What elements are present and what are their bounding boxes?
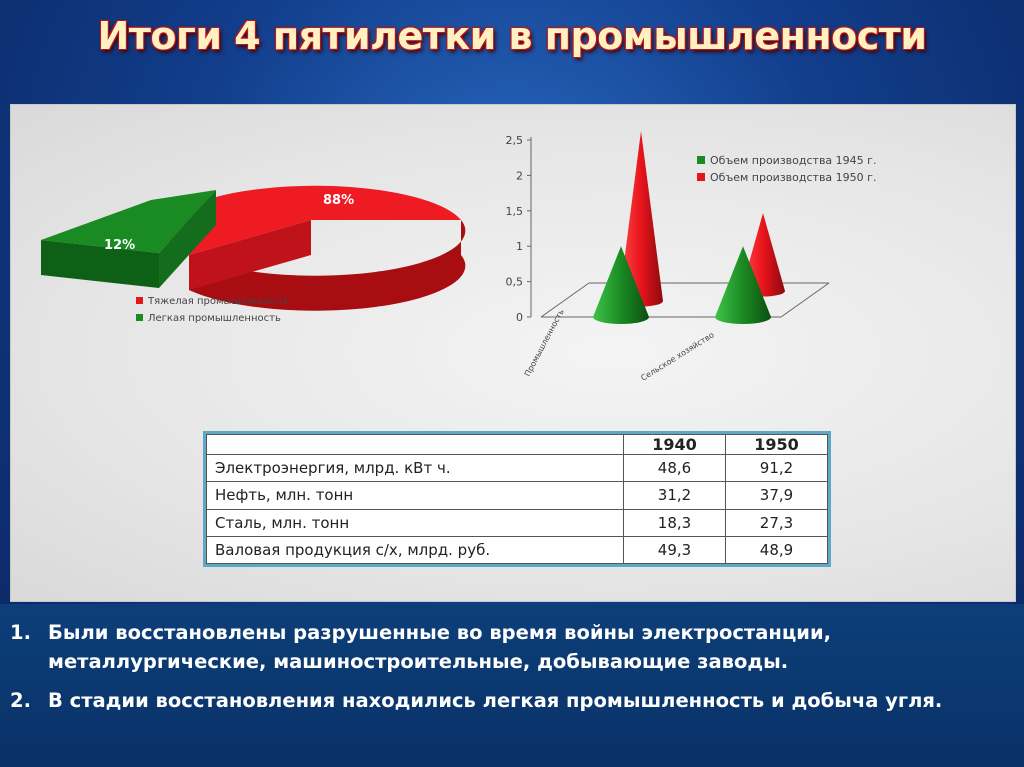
table-cell: 31,2 [623,481,726,510]
list-item-number: 1. [10,621,31,644]
table-cell: 49,3 [623,535,726,565]
pie-label-heavy: 88% [323,193,354,208]
table-cell: 48,9 [725,535,828,565]
y-axis-depth [540,282,590,318]
pie-legend-label-light: Легкая промышленность [148,313,281,324]
pie-legend-label-heavy: Тяжелая промышленность [147,296,290,307]
summary-list: 1. Были восстановлены разрушенные во вре… [0,604,1024,715]
table-cell: Валовая продукция с/х, млрд. руб. [206,535,624,565]
list-item-text: В стадии восстановления находились легка… [48,689,943,712]
table-header-cell [206,434,624,455]
y-tick-label: 1 [516,240,523,253]
table-cell: 37,9 [725,481,828,510]
cone-1950-industry [619,131,663,307]
y-tick-label: 2,5 [506,134,524,147]
table-header-row: 1940 1950 [206,434,828,455]
table-header-cell: 1940 [623,434,726,455]
pie-legend-swatch-light [136,314,143,321]
list-item: 2. В стадии восстановления находились ле… [0,686,1024,715]
table-cell: 91,2 [725,453,828,483]
cone-legend-swatch-1950 [697,173,705,181]
pie-side-heavy [189,220,466,311]
pie-label-light: 12% [104,238,135,253]
table-cell: Электроэнергия, млрд. кВт ч. [206,453,624,483]
content-panel: 88% 12% Тяжелая промышленность Легкая пр… [10,104,1016,602]
cone-1945-agriculture [715,246,771,324]
pie-chart: 88% 12% Тяжелая промышленность Легкая пр… [41,185,466,324]
table-header-cell: 1950 [725,434,828,455]
table-cell: 18,3 [623,508,726,537]
x-axis-right [780,282,830,318]
list-item-number: 2. [10,689,31,712]
table-cell: Сталь, млн. тонн [206,508,624,537]
table-row: Электроэнергия, млрд. кВт ч. 48,6 91,2 [206,453,828,483]
charts-canvas: 88% 12% Тяжелая промышленность Легкая пр… [41,131,876,383]
pie-edge-heavy [189,220,311,290]
table-row: Сталь, млн. тонн 18,3 27,3 [206,508,828,537]
category-label-agriculture: Сельское хозяйство [639,330,716,382]
table-cell: 27,3 [725,508,828,537]
pie-legend-swatch-heavy [136,297,143,304]
cone-chart: 0 0,5 1 1,5 2 2,5 Промышленность Сельское хоз… [506,131,876,383]
cone-1945-industry [593,246,649,324]
list-item: 1. Были восстановлены разрушенные во вре… [0,618,1024,676]
list-item-text: Были восстановлены разрушенные во время … [48,621,832,673]
cone-legend-swatch-1945 [697,156,705,164]
y-tick-label: 2 [516,169,523,182]
table-row: Валовая продукция с/х, млрд. руб. 49,3 4… [206,535,828,565]
cone-legend-label-1945: Объем производства 1945 г. [710,154,876,167]
pie-slice-light [41,190,216,253]
table-cell: 48,6 [623,453,726,483]
summary-panel: 1. Были восстановлены разрушенные во вре… [0,604,1024,767]
pie-front-light [159,190,216,288]
page-title: Итоги 4 пятилетки в промышленности [97,14,927,58]
stats-table: 1940 1950 Электроэнергия, млрд. кВт ч. 4… [203,431,831,567]
pie-slice-heavy [165,185,461,255]
y-tick-label: 1,5 [506,205,524,218]
table-cell: Нефть, млн. тонн [206,481,624,510]
category-label-industry: Промышленность [523,307,566,378]
y-tick-label: 0 [516,311,523,324]
table-row: Нефть, млн. тонн 31,2 37,9 [206,481,828,510]
pie-side-light [41,240,159,288]
y-tick-label: 0,5 [506,276,524,289]
cone-legend-label-1950: Объем производства 1950 г. [710,171,876,184]
